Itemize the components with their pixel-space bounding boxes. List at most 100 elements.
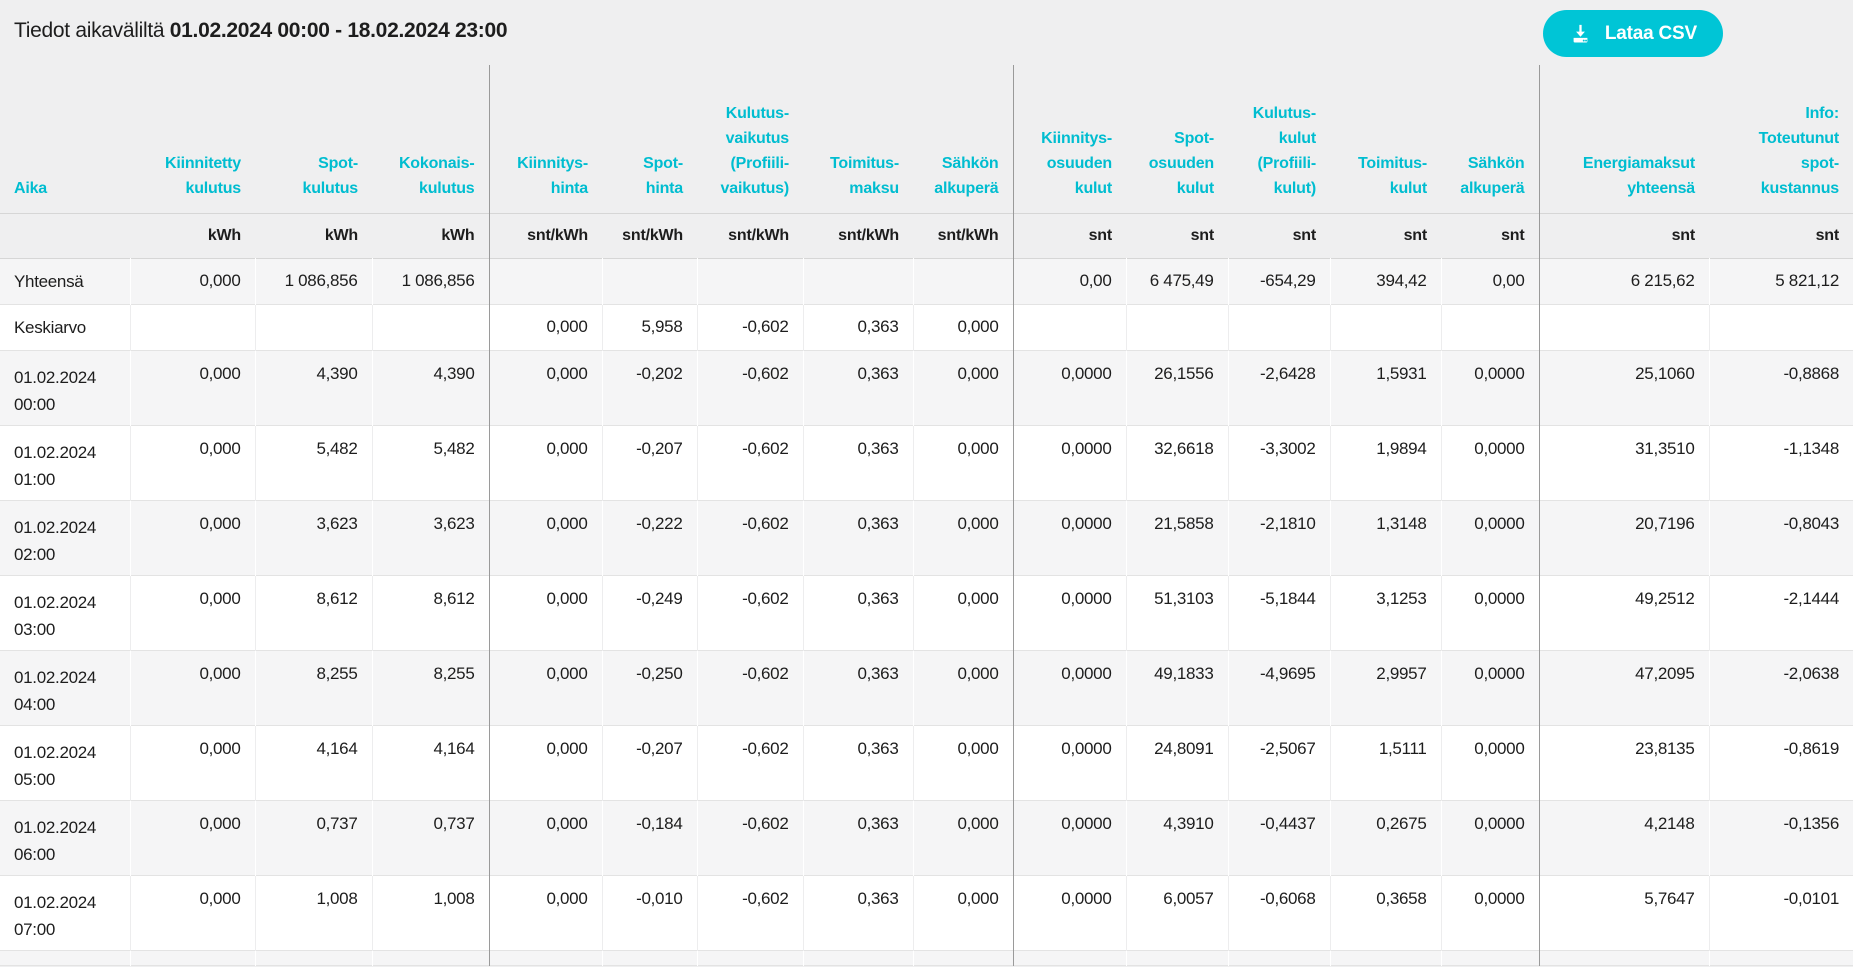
table-cell: 0,000	[129, 425, 255, 500]
table-cell: 0,00	[1440, 258, 1540, 304]
table-cell: -2,0638	[1708, 650, 1853, 725]
column-header-sahkon-alkupera-kulut: Sähkön alkuperä	[1441, 65, 1540, 213]
row-label-cell: 01.02.2024 07:00	[14, 892, 97, 939]
table-cell: 25,1060	[1538, 350, 1709, 425]
table-cell	[802, 950, 913, 965]
unit-cell: snt	[1671, 226, 1696, 244]
table-cell: -0,184	[601, 800, 697, 875]
table-cell: 0,0000	[1012, 575, 1126, 650]
table-cell: 4,164	[254, 725, 372, 800]
table-cell: -1,1348	[1708, 425, 1853, 500]
download-csv-button[interactable]: Lataa CSV	[1542, 10, 1723, 57]
table-cell: 5,7647	[1538, 875, 1709, 950]
row-label-cell: 01.02.2024 06:00	[14, 817, 97, 864]
table-cell: 4,164	[371, 725, 490, 800]
table-cell: 0,000	[912, 425, 1014, 500]
table-cell: -2,5067	[1227, 725, 1330, 800]
table-cell: 0,000	[912, 800, 1014, 875]
table-cell: 23,8135	[1538, 725, 1709, 800]
row-label-cell: 01.02.2024 00:00	[14, 367, 97, 414]
table-cell	[1440, 304, 1540, 350]
unit-cell: snt/kWh	[838, 226, 899, 244]
data-table: Aika Kiinnitetty kulutus Spot- kulutus K…	[0, 65, 1853, 966]
table-cell: 0,3658	[1329, 875, 1441, 950]
table-cell: -0,207	[601, 425, 697, 500]
table-cell: 20,7196	[1538, 500, 1709, 575]
table-cell: 3,1253	[1329, 575, 1441, 650]
table-cell: -0,602	[696, 800, 803, 875]
table-cell	[129, 304, 255, 350]
table-cell: 0,363	[802, 425, 913, 500]
table-cell: 47,2095	[1538, 650, 1709, 725]
table-cell: 0,000	[912, 500, 1014, 575]
table-cell: -0,250	[601, 650, 697, 725]
table-cell: -0,602	[696, 650, 803, 725]
table-cell: 0,000	[129, 500, 255, 575]
table-cell: -0,6068	[1227, 875, 1330, 950]
table-cell: -0,602	[696, 304, 803, 350]
column-header-spot-hinta: Spot- hinta	[643, 154, 683, 197]
table-cell: 8,612	[371, 575, 490, 650]
table-cell: 0,000	[912, 350, 1014, 425]
table-cell: 4,3910	[1125, 800, 1228, 875]
table-cell: 0,0000	[1440, 650, 1540, 725]
table-cell: 8,255	[254, 650, 372, 725]
table-cell	[1012, 304, 1126, 350]
table-cell	[1125, 950, 1228, 965]
table-cell: 1,5111	[1329, 725, 1441, 800]
table-cell	[696, 258, 803, 304]
unit-cell: snt/kWh	[728, 226, 789, 244]
table-cell: 6 215,62	[1538, 258, 1709, 304]
table-cell: 394,42	[1329, 258, 1441, 304]
table-cell: -3,3002	[1227, 425, 1330, 500]
table-row: 01.02.2024 06:00 0,000 0,737 0,737 0,000 -0,1…	[0, 800, 1853, 875]
table-cell: 0,363	[802, 875, 913, 950]
table-cell: 5,482	[254, 425, 372, 500]
column-header-kulutus-vaikutus: Kulutus- vaikutus (Profiili- vaikutus)	[720, 104, 790, 197]
table-cell: 0,0000	[1012, 500, 1126, 575]
table-cell: 0,363	[802, 800, 913, 875]
unit-cell: snt	[1088, 226, 1113, 244]
table-cell	[802, 258, 913, 304]
table-cell	[912, 258, 1014, 304]
table-cell: 26,1556	[1125, 350, 1228, 425]
table-cell: 0,000	[488, 800, 602, 875]
table-cell	[1538, 950, 1709, 965]
download-icon	[1569, 22, 1592, 45]
table-cell: 1,9894	[1329, 425, 1441, 500]
table-cell	[1329, 950, 1441, 965]
table-cell: 0,000	[129, 800, 255, 875]
top-bar: Tiedot aikaväliltä 01.02.2024 00:00 - 18…	[0, 0, 1853, 65]
page-title: Tiedot aikaväliltä 01.02.2024 00:00 - 18…	[14, 10, 508, 43]
table-cell: 0,0000	[1012, 725, 1126, 800]
table-cell: 0,363	[802, 350, 913, 425]
unit-cell: snt	[1403, 226, 1428, 244]
page-title-prefix: Tiedot aikaväliltä	[14, 19, 170, 42]
table-cell	[912, 950, 1014, 965]
table-cell	[129, 950, 255, 965]
table-row: Yhteensä 0,000 1 086,856 1 086,856 0,00 6 475…	[0, 258, 1853, 304]
table-cell: 5,958	[601, 304, 697, 350]
table-cell: 0,0000	[1012, 875, 1126, 950]
table-cell: 0,363	[802, 304, 913, 350]
table-cell: 0,363	[802, 575, 913, 650]
table-cell: 0,0000	[1440, 575, 1540, 650]
table-cell: 49,2512	[1538, 575, 1709, 650]
column-header-kiinnitetty-kulutus: Kiinnitetty kulutus	[164, 154, 241, 197]
column-header-toimitus-kulut: Toimitus- kulut	[1357, 154, 1427, 197]
table-cell: 0,000	[129, 650, 255, 725]
table-cell: 1,5931	[1329, 350, 1441, 425]
table-cell: 0,000	[488, 500, 602, 575]
table-cell: 0,0000	[1012, 800, 1126, 875]
download-csv-label: Lataa CSV	[1604, 22, 1697, 44]
table-row: 01.02.2024 05:00 0,000 4,164 4,164 0,000 -0,2…	[0, 725, 1853, 800]
table-cell: 0,0000	[1440, 875, 1540, 950]
table-cell: 0,000	[912, 575, 1014, 650]
table-row: 01.02.2024 01:00 0,000 5,482 5,482 0,000 -0,2…	[0, 425, 1853, 500]
table-cell: 0,363	[802, 650, 913, 725]
table-cell: 6,0057	[1125, 875, 1228, 950]
column-header-spot-kulutus: Spot- kulutus	[302, 154, 359, 197]
table-cell	[1227, 950, 1330, 965]
table-cell: 0,000	[488, 875, 602, 950]
table-cell	[1440, 950, 1540, 965]
